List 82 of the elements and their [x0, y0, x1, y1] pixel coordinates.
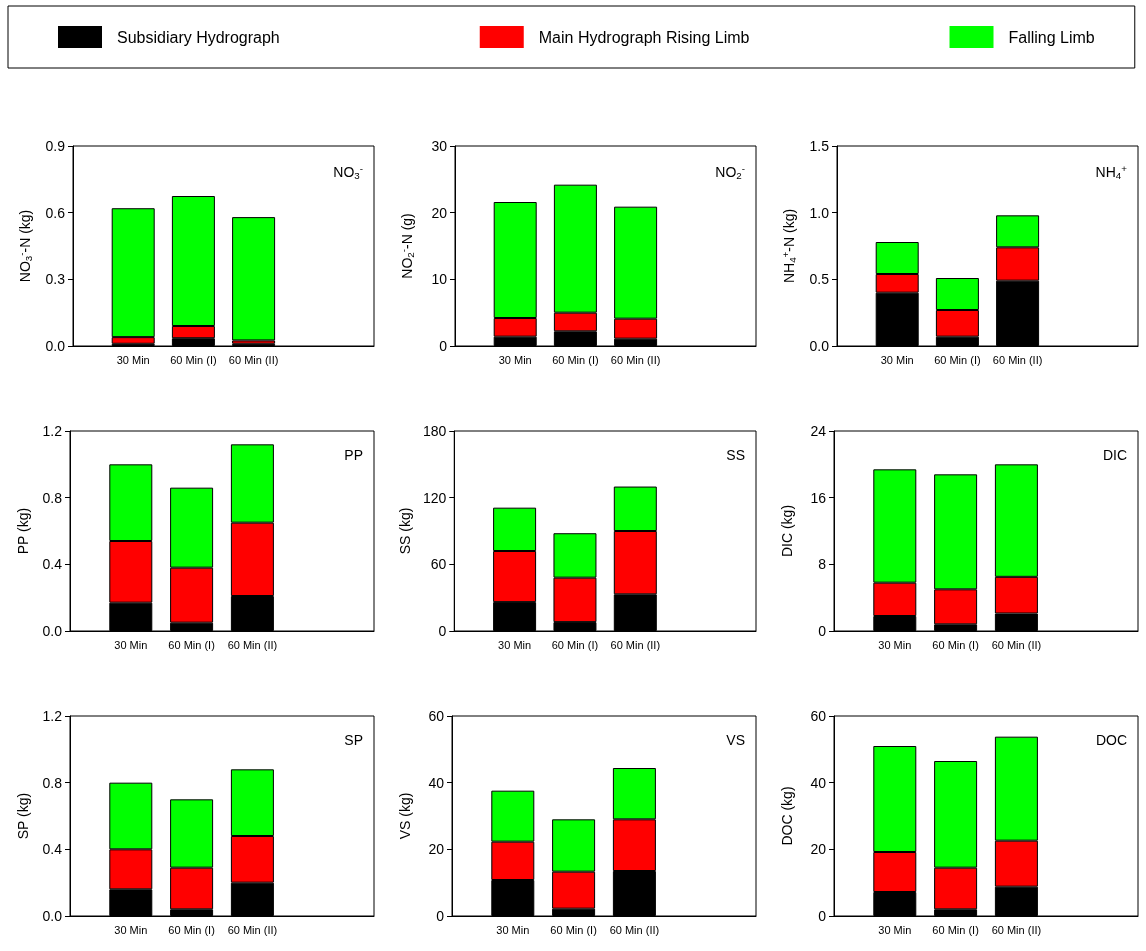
x-tick-label: 30 Min [880, 353, 914, 366]
y-axis-title: PP (kg) [15, 507, 31, 555]
x-tick-label: 60 Min (II) [991, 923, 1042, 936]
y-tick-label: 8 [818, 556, 827, 573]
x-tick-label: 30 Min [878, 638, 912, 651]
bar [232, 217, 276, 341]
text: PP [344, 447, 364, 463]
y-axis-title: DOC (kg) [779, 786, 795, 846]
y-tick-label: 0.3 [45, 271, 66, 288]
y-tick-label: 24 [810, 423, 827, 439]
y-tick-label: 20 [431, 204, 448, 221]
x-tick-label: 30 Min [116, 353, 150, 366]
x-tick-label: 60 Min (II) [228, 353, 279, 366]
x-tick-label: 60 Min (I) [550, 923, 597, 936]
y-axis-title: VS (kg) [397, 792, 413, 840]
y-axis-title: SP (kg) [15, 792, 31, 840]
text: SP [344, 732, 364, 748]
x-tick-label: 30 Min [114, 638, 148, 651]
y-tick-label: 0.0 [45, 338, 66, 354]
x-tick-label: 60 Min (II) [227, 923, 278, 936]
x-tick-label: 60 Min (I) [170, 353, 217, 366]
x-tick-label: 30 Min [498, 638, 532, 651]
x-tick-label: 30 Min [496, 923, 530, 936]
y-tick-label: 0.4 [42, 556, 63, 573]
text: DOC [1095, 732, 1128, 748]
y-axis-title: SS (kg) [397, 507, 413, 555]
y-axis-title: DIC (kg) [779, 504, 795, 558]
y-tick-label: 0 [439, 338, 448, 354]
y-tick-label: 180 [422, 423, 447, 439]
x-tick-label: 60 Min (I) [551, 638, 599, 651]
y-tick-label: 1.2 [42, 708, 63, 724]
y-tick-label: 40 [810, 774, 827, 791]
y-tick-label: 120 [422, 489, 447, 506]
x-tick-label: 60 Min (II) [991, 638, 1042, 651]
text: SS [726, 447, 746, 463]
y-tick-label: 40 [428, 774, 445, 791]
y-tick-label: 16 [810, 489, 827, 506]
y-tick-label: 0.5 [809, 271, 830, 288]
x-tick-label: 30 Min [878, 923, 912, 936]
y-tick-label: 0 [818, 908, 827, 924]
y-tick-label: 1.2 [42, 423, 63, 439]
legend-label: Main Hydrograph Rising Limb [538, 28, 750, 46]
x-tick-label: 60 Min (II) [609, 923, 660, 936]
text: VS [726, 732, 746, 748]
y-tick-label: 0 [436, 908, 445, 924]
y-tick-label: 20 [428, 841, 445, 858]
y-tick-label: 0.8 [42, 774, 63, 791]
y-tick-label: 1.5 [809, 138, 830, 154]
y-tick-label: 60 [428, 708, 445, 724]
legend-label: Falling Limb [1008, 28, 1095, 46]
y-tick-label: 0.0 [809, 338, 830, 354]
text: DIC [1102, 447, 1128, 463]
y-tick-label: 20 [810, 841, 827, 858]
x-tick-label: 60 Min (II) [227, 638, 278, 651]
x-tick-label: 30 Min [114, 923, 148, 936]
y-axis-title: NH4+-N (kg) [779, 208, 798, 284]
y-tick-label: 1.0 [809, 204, 830, 221]
x-tick-label: 60 Min (II) [610, 353, 661, 366]
y-tick-label: 0.4 [42, 841, 63, 858]
y-tick-label: 10 [431, 271, 448, 288]
y-tick-label: 0 [438, 623, 447, 639]
x-tick-label: 30 Min [498, 353, 532, 366]
x-tick-label: 60 Min (II) [610, 638, 661, 651]
y-tick-label: 0 [818, 623, 827, 639]
x-tick-label: 60 Min (I) [552, 353, 599, 366]
y-tick-label: 0.8 [42, 489, 63, 506]
x-tick-label: 60 Min (I) [168, 923, 215, 936]
x-tick-label: 60 Min (I) [932, 638, 979, 651]
y-tick-label: 0.0 [42, 908, 63, 924]
y-axis-title: NO3--N (kg) [15, 209, 34, 283]
x-tick-label: 60 Min (II) [992, 353, 1043, 366]
y-tick-label: 0.0 [42, 623, 63, 639]
y-tick-label: 60 [430, 556, 447, 573]
x-tick-label: 60 Min (I) [934, 353, 981, 366]
legend-label: Subsidiary Hydrograph [117, 28, 280, 46]
y-tick-label: 60 [810, 708, 827, 724]
x-tick-label: 60 Min (I) [932, 923, 979, 936]
y-tick-label: 0.9 [45, 138, 66, 154]
y-tick-label: 30 [431, 138, 448, 154]
y-tick-label: 0.6 [45, 204, 66, 221]
x-tick-label: 60 Min (I) [168, 638, 215, 651]
y-axis-title: NO2--N (g) [397, 213, 416, 279]
